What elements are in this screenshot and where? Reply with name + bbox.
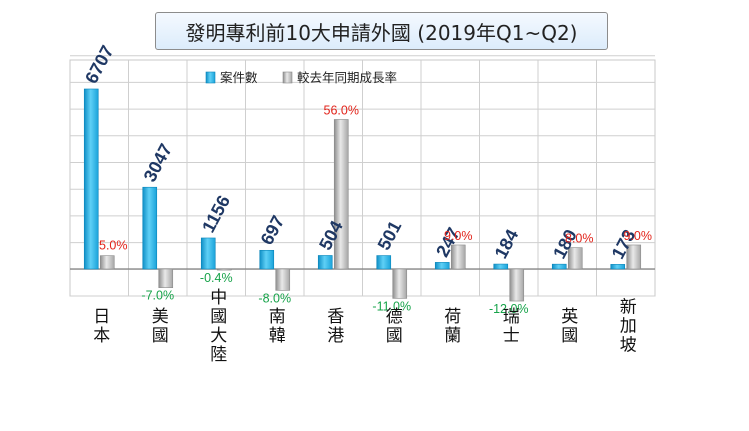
pct-label-1: -7.0%: [141, 289, 174, 303]
bar-growth-9: [626, 244, 642, 270]
legend-label-0: 案件數: [220, 70, 258, 85]
category-label-3: 南韓: [265, 307, 286, 345]
pct-label-6: 9.0%: [444, 229, 473, 243]
category-label-7: 瑞士: [499, 307, 520, 345]
chart-title: 發明專利前10大申請外國 (2019年Q1~Q2): [155, 12, 608, 50]
count-label-2: 1156: [198, 192, 234, 236]
bar-growth-5: [392, 268, 408, 299]
category-label-2: 中國大陸: [206, 288, 227, 364]
bar-count-8: [551, 263, 567, 270]
legend-swatch-0: [205, 71, 216, 84]
count-label-7: 184: [491, 226, 523, 262]
pct-label-5: -11.0%: [372, 299, 411, 313]
bar-growth-8: [567, 247, 583, 270]
category-label-5: 德國: [382, 307, 403, 345]
legend-swatch-1: [282, 71, 293, 84]
bar-growth-6: [450, 244, 466, 270]
category-label-8: 英國: [557, 307, 578, 345]
bar-count-7: [493, 263, 509, 270]
pct-label-7: -12.0%: [489, 302, 529, 316]
bar-growth-2: [216, 268, 232, 271]
bar-count-9: [610, 264, 626, 270]
bar-count-4: [317, 255, 333, 270]
bars: [83, 88, 642, 302]
pct-label-4: 56.0%: [324, 103, 359, 117]
bar-count-0: [83, 88, 99, 270]
bar-growth-1: [158, 268, 174, 288]
category-label-4: 香港: [323, 307, 344, 345]
bar-count-5: [376, 255, 392, 270]
pct-label-9: 9.0%: [624, 229, 653, 243]
pct-label-2: -0.4%: [200, 271, 233, 285]
bar-growth-7: [509, 268, 525, 302]
bar-growth-4: [333, 119, 349, 270]
bar-count-6: [434, 262, 450, 270]
category-label-6: 荷蘭: [440, 307, 461, 345]
bar-count-3: [259, 249, 275, 270]
bar-count-1: [142, 186, 158, 270]
count-label-5: 501: [374, 218, 406, 254]
category-label-9: 新加坡: [616, 297, 637, 354]
category-labels: 日本 美國 中國大陸 南韓 香港 德國 荷蘭 瑞士 英國 新加坡: [89, 288, 636, 364]
legend: 案件數 較去年同期成長率: [205, 70, 397, 85]
pct-label-8: 8.0%: [565, 232, 594, 246]
bar-growth-0: [99, 255, 115, 270]
bar-growth-3: [275, 268, 291, 291]
pct-label-0: 5.0%: [99, 239, 128, 253]
category-label-1: 美國: [148, 307, 169, 345]
pct-label-3: -8.0%: [258, 291, 291, 305]
gridlines: [69, 55, 656, 297]
legend-label-1: 較去年同期成長率: [297, 70, 397, 85]
bar-count-2: [200, 237, 216, 270]
count-label-0: 6707: [81, 42, 117, 87]
category-label-0: 日本: [89, 307, 110, 345]
